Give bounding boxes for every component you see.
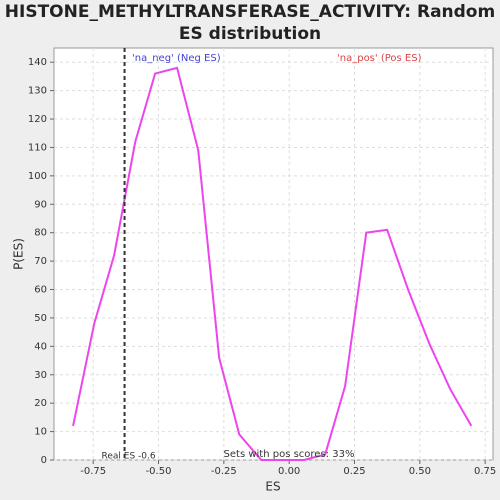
annotation: 'na_pos' (Pos ES) [337,53,422,64]
x-axis-label: ES [265,480,280,494]
y-tick-label: 10 [34,427,47,438]
x-tick-label: 0.25 [343,466,365,477]
x-tick-label: 0.50 [409,466,431,477]
x-tick-label: -0.25 [211,466,237,477]
annotation: Sets with pos scores: 33% [224,449,355,460]
real-es-label: Real ES -0.6 [102,452,156,462]
x-tick-label: -0.50 [146,466,172,477]
y-tick-label: 40 [34,341,47,352]
y-tick-label: 120 [28,114,47,125]
line [72,66,473,461]
y-tick-label: 80 [34,228,47,239]
plot-area [53,47,494,461]
y-axis-label: P(ES) [12,238,26,270]
y-tick-label: 90 [34,199,47,210]
y-tick-label: 130 [28,86,47,97]
x-tick-label: 0.75 [474,466,496,477]
chart-title: ES distribution [179,24,321,44]
y-tick-label: 20 [34,398,47,409]
y-tick-label: 110 [28,142,47,153]
y-tick-label: 70 [34,256,47,267]
y-tick-label: 100 [28,171,47,182]
y-tick-label: 0 [41,455,47,466]
x-tick-label: 0.00 [278,466,300,477]
y-tick-label: 140 [28,57,47,68]
y-tick-label: 30 [34,370,47,381]
x-tick-label: -0.75 [80,466,106,477]
y-tick-label: 60 [34,285,47,296]
annotation: 'na_neg' (Neg ES) [132,53,221,64]
chart-title: HISTONE_METHYLTRANSFERASE_ACTIVITY: Rand… [5,2,495,22]
y-tick-label: 50 [34,313,47,324]
